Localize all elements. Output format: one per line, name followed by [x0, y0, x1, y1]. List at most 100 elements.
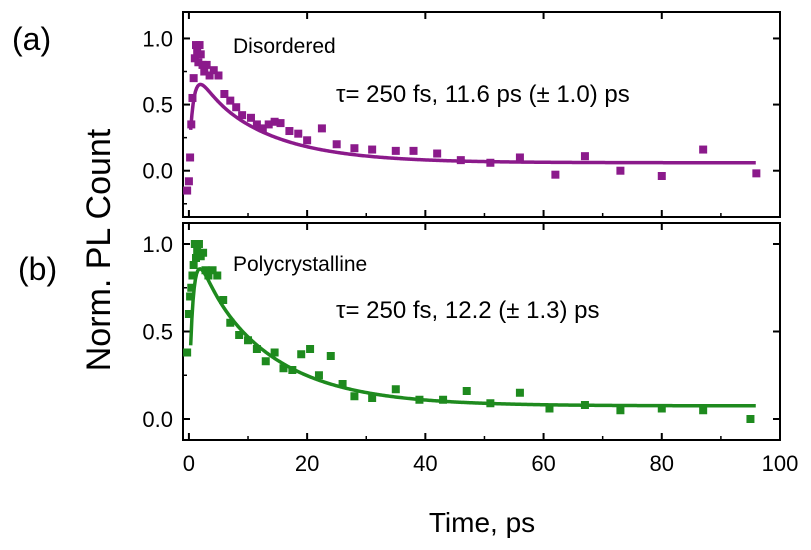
data-point — [204, 271, 213, 280]
data-point — [235, 331, 244, 339]
panel-b: (b) 0.0 0.5 1.0 0 20 40 60 80 100 Polycrystallin… — [18, 222, 798, 476]
y-axis-title: Norm. PL Count — [80, 128, 118, 371]
data-point — [186, 292, 195, 301]
data-point — [456, 156, 465, 165]
data-point — [486, 399, 495, 408]
y-tick-label: 0.5 — [142, 93, 173, 118]
data-point — [187, 283, 196, 292]
panel-b-label: (b) — [18, 251, 57, 287]
y-tick-label: 1.0 — [142, 26, 173, 51]
data-point — [486, 158, 495, 167]
data-point — [193, 247, 202, 255]
data-point — [462, 387, 471, 395]
data-point — [189, 74, 198, 83]
panel-a-lifetime-annotation: τ= 250 fs, 11.6 ps (± 1.0) ps — [336, 81, 630, 108]
data-point — [244, 336, 253, 345]
data-point — [219, 296, 228, 304]
data-point — [232, 103, 241, 112]
x-tick-label: 60 — [531, 451, 555, 476]
data-point — [205, 71, 214, 80]
data-point — [297, 350, 306, 359]
data-point — [187, 120, 196, 129]
data-point — [199, 248, 208, 257]
panel-b-sample-label: Polycrystalline — [233, 253, 367, 276]
data-point — [350, 392, 359, 401]
data-point — [314, 371, 323, 380]
data-point — [317, 124, 326, 133]
panel-b-ticks: 0.0 0.5 1.0 0 20 40 60 80 100 — [142, 223, 798, 476]
data-point — [545, 404, 554, 413]
data-point — [657, 404, 666, 413]
data-point — [183, 348, 192, 357]
data-point — [190, 240, 199, 248]
data-point — [186, 153, 195, 162]
data-point — [196, 50, 205, 59]
panel-a-fit-curve — [188, 82, 756, 165]
panel-a-frame — [182, 11, 781, 218]
data-point — [258, 124, 267, 133]
data-point — [209, 66, 218, 75]
data-point — [195, 41, 204, 50]
data-point — [368, 394, 377, 402]
data-point — [189, 261, 198, 269]
data-point — [279, 364, 288, 373]
x-tick-label: 0 — [183, 451, 195, 476]
data-point — [303, 136, 312, 145]
data-point — [439, 395, 448, 404]
data-point — [294, 129, 303, 138]
data-point — [192, 254, 200, 262]
data-point — [326, 352, 335, 360]
data-point — [515, 388, 524, 397]
data-point — [515, 153, 524, 162]
panel-b-lifetime-annotation: τ= 250 fs, 12.2 (± 1.3) ps — [336, 297, 599, 324]
data-point — [391, 146, 400, 155]
x-tick-label: 100 — [762, 451, 799, 476]
panel-a-data-points — [183, 41, 761, 195]
data-point — [200, 67, 209, 76]
data-point — [261, 357, 270, 366]
data-point — [270, 348, 279, 357]
data-point — [433, 149, 442, 158]
data-point — [198, 60, 207, 69]
panel-b-data-points — [183, 240, 755, 423]
data-point — [657, 172, 666, 180]
data-point — [415, 395, 424, 404]
fit-curve-line — [188, 266, 756, 408]
data-point — [208, 266, 217, 275]
x-axis-title: Time, ps — [429, 507, 535, 538]
data-point — [184, 177, 193, 186]
data-point — [213, 271, 222, 280]
data-point — [350, 144, 359, 153]
data-point — [746, 415, 755, 423]
data-point — [201, 266, 210, 275]
y-tick-label: 1.0 — [142, 232, 173, 257]
data-point — [551, 170, 560, 179]
data-point — [580, 401, 589, 409]
data-point — [194, 240, 203, 248]
data-point — [285, 127, 294, 136]
y-tick-label: 0.0 — [142, 407, 173, 432]
data-point — [202, 60, 211, 69]
panel-b-fit-curve — [188, 266, 756, 408]
data-point — [616, 166, 625, 175]
data-point — [391, 385, 400, 394]
data-point — [264, 120, 273, 129]
data-point — [338, 380, 347, 388]
data-point — [752, 169, 761, 178]
data-point — [699, 406, 708, 415]
data-point — [699, 145, 708, 154]
data-point — [238, 111, 247, 120]
x-tick-label: 20 — [295, 451, 319, 476]
data-point — [332, 140, 341, 149]
panel-a-sample-label: Disordered — [233, 35, 336, 58]
data-point — [409, 146, 418, 155]
data-point — [214, 71, 223, 80]
data-point — [194, 58, 203, 67]
data-point — [368, 145, 377, 154]
data-point — [252, 345, 261, 353]
panel-a: (a) 0.0 0.5 1.0 Disordered τ= 250 fs, 11.6… — [12, 11, 781, 218]
x-tick-label: 40 — [413, 451, 437, 476]
data-point — [220, 90, 229, 98]
data-point — [252, 120, 261, 129]
